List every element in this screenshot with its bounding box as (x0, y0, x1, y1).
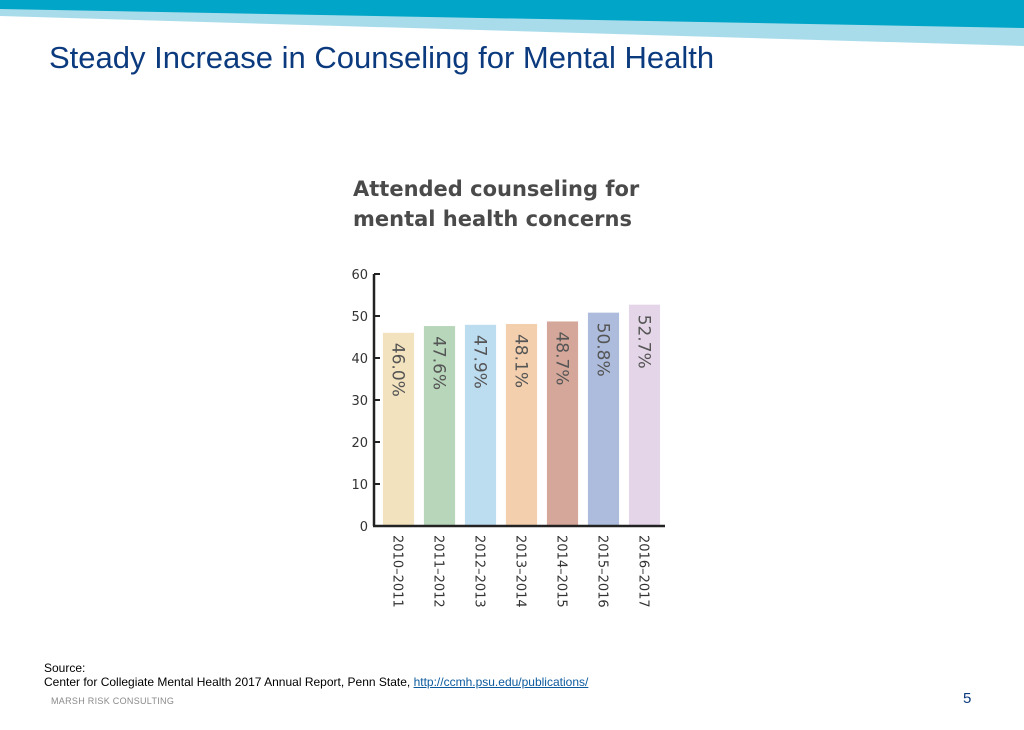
header-band-dark (0, 0, 1024, 28)
bar (546, 321, 579, 526)
y-tick-label: 40 (351, 352, 368, 367)
bar-value-label: 47.9% (470, 335, 490, 389)
slide-title: Steady Increase in Counseling for Mental… (49, 40, 715, 75)
source-link[interactable]: http://ccmh.psu.edu/publications/ (413, 675, 589, 689)
x-category-label: 2014–2015 (554, 535, 569, 608)
y-tick-label: 50 (351, 310, 368, 325)
page-number: 5 (963, 690, 972, 707)
chart-title-line-2: mental health concerns (353, 207, 632, 231)
x-category-label: 2016–2017 (636, 535, 651, 608)
y-tick-label: 20 (351, 436, 368, 451)
bar-value-label: 52.7% (634, 315, 654, 369)
y-tick-label: 60 (351, 268, 368, 283)
y-tick-label: 0 (360, 520, 368, 535)
bar-value-label: 47.6% (429, 336, 449, 390)
bar (382, 332, 415, 526)
x-category-label: 2011–2012 (431, 535, 446, 608)
bar (423, 326, 456, 526)
bar-value-label: 48.1% (511, 334, 531, 388)
bar (628, 304, 661, 526)
footer-brand: MARSH RISK CONSULTING (51, 696, 175, 706)
bar-value-label: 50.8% (593, 323, 613, 377)
bar-chart: 0 10 20 30 40 50 60 46.0% 2010–2011 47.6% 2011–201… (351, 268, 665, 608)
x-category-label: 2012–2013 (472, 535, 487, 608)
bar-value-label: 46.0% (388, 343, 408, 397)
y-tick-label: 10 (351, 478, 368, 493)
x-category-label: 2010–2011 (390, 535, 405, 608)
bar-value-label: 48.7% (552, 331, 572, 385)
header-band (0, 0, 1024, 46)
chart-title: Attended counseling for mental health co… (353, 174, 653, 234)
source-label: Source: (44, 661, 86, 675)
source-citation: Center for Collegiate Mental Health 2017… (44, 675, 588, 689)
x-category-label: 2015–2016 (595, 535, 610, 608)
bar (587, 312, 620, 526)
source-block: Source: Center for Collegiate Mental Hea… (44, 661, 588, 689)
x-category-label: 2013–2014 (513, 535, 528, 608)
y-tick-label: 30 (351, 394, 368, 409)
chart-title-line-1: Attended counseling for (353, 177, 640, 201)
bar (505, 323, 538, 526)
bar (464, 324, 497, 526)
source-text: Center for Collegiate Mental Health 2017… (44, 675, 414, 689)
